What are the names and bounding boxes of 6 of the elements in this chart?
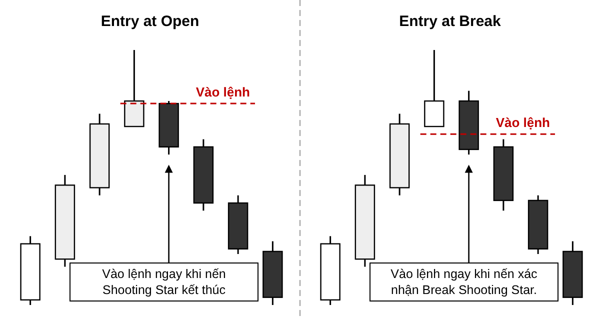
annotation: Vào lệnh ngay khi nến Shooting Star kết thúc [102, 267, 226, 297]
chart-title: Entry at Break [399, 13, 502, 30]
ref-line-label: Vào lệnh [196, 84, 250, 100]
ref-line-label: Vào lệnh [496, 115, 550, 130]
chart-title: Entry at Open [100, 13, 200, 30]
annotation: Vào lệnh ngay khi nến xác nhận Break Shooting Star. [390, 267, 538, 297]
